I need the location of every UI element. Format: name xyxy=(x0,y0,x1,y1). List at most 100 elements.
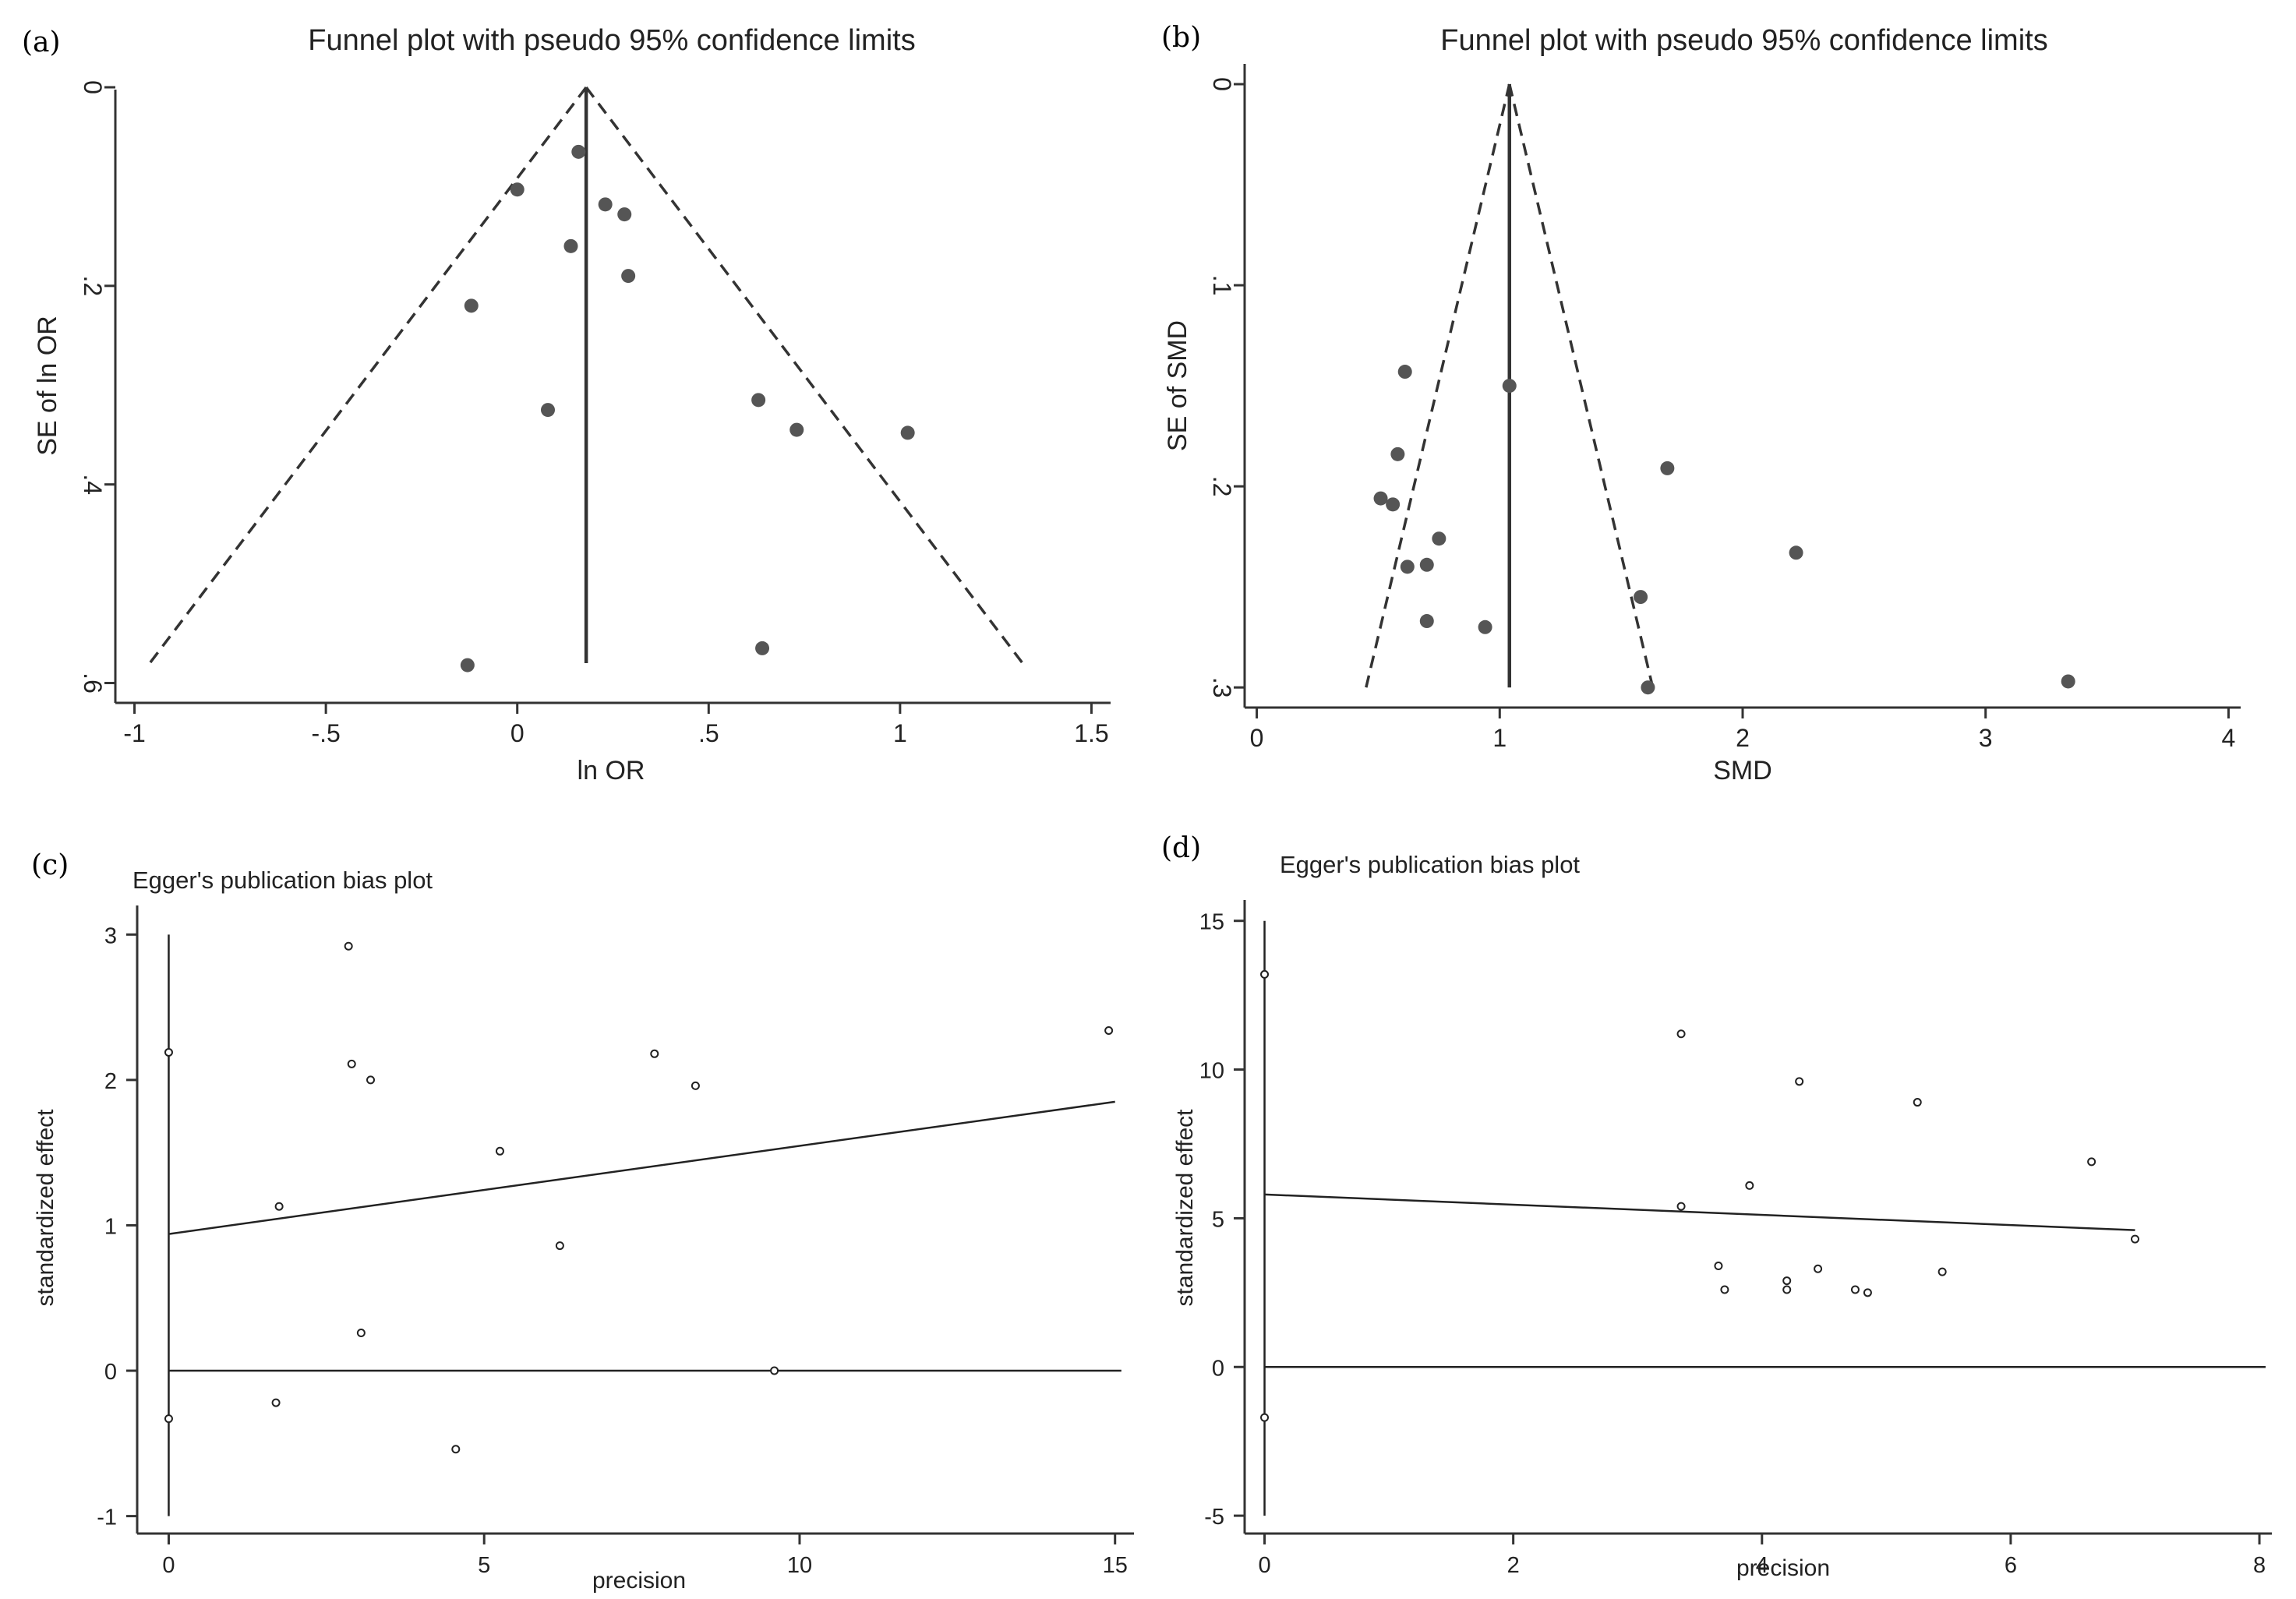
panel-d-data-point xyxy=(1714,1261,1723,1270)
panel-d-data-point xyxy=(1850,1285,1860,1294)
panel-c-data-point xyxy=(495,1146,504,1156)
panel-a-data-point xyxy=(621,269,636,284)
panel-c-y-tick-label: 1 xyxy=(104,1214,117,1239)
panel-b-y-tick-label: .3 xyxy=(1208,677,1236,698)
panel-a-y-tick-label: .2 xyxy=(79,275,107,296)
panel-d-data-point xyxy=(1937,1267,1947,1276)
panel-b-lower-confidence-limit xyxy=(1365,83,1511,688)
panel-c-data-point xyxy=(347,1059,356,1068)
panel-d-label: (d) xyxy=(1161,832,1201,864)
panel-b-data-point xyxy=(1641,680,1655,695)
panel-a-funnel-plot: (a) Funnel plot with pseudo 95% confiden… xyxy=(22,24,1111,785)
panel-d-data-point xyxy=(1814,1264,1823,1273)
panel-c-data-point xyxy=(770,1366,779,1375)
panel-b-data-point xyxy=(1502,379,1517,394)
panel-d-data-point xyxy=(1782,1285,1792,1294)
panel-d-data-point xyxy=(1795,1077,1804,1086)
panel-a-x-tick-label: .5 xyxy=(698,719,719,747)
panel-c-data-point xyxy=(691,1081,700,1090)
panel-d-data-point xyxy=(1863,1288,1872,1297)
panel-a-y-tick-label: .6 xyxy=(79,672,107,694)
panel-b-data-point xyxy=(1373,491,1388,506)
panel-d-y-axis-label: standardized effect xyxy=(1172,1109,1198,1307)
panel-a-data-point xyxy=(510,182,525,197)
panel-a-data-point xyxy=(563,238,578,253)
panel-b-y-tick-label: .2 xyxy=(1208,476,1236,497)
panel-b-y-tick-label: 0 xyxy=(1208,77,1236,91)
panel-b-y-tick-label: .1 xyxy=(1208,275,1236,296)
panel-c-x-tick-label: 10 xyxy=(787,1553,812,1578)
panel-c-regression-line xyxy=(168,1100,1115,1235)
panel-b-title: Funnel plot with pseudo 95% confidence l… xyxy=(1440,24,2047,57)
panel-d-title: Egger's publication bias plot xyxy=(1280,851,1580,878)
panel-d-data-point xyxy=(1676,1202,1686,1211)
panel-d-data-point xyxy=(1913,1098,1922,1107)
panel-c-y-tick-label: 0 xyxy=(104,1360,117,1385)
panel-a-x-tick-label: -1 xyxy=(123,719,145,747)
panel-c-x-tick-label: 5 xyxy=(478,1553,490,1578)
panel-a-data-point xyxy=(751,393,766,408)
panel-c-y-tick-label: 2 xyxy=(104,1069,117,1094)
panel-a-data-point xyxy=(541,403,556,418)
panel-b-label: (b) xyxy=(1161,22,1201,54)
panel-b-x-tick-label: 2 xyxy=(1736,724,1750,752)
panel-b-data-point xyxy=(1478,619,1492,634)
panel-b-funnel-plot: (b) Funnel plot with pseudo 95% confiden… xyxy=(1161,22,2241,785)
panel-d-data-point xyxy=(1745,1181,1754,1190)
panel-d-y-tick-label: 0 xyxy=(1212,1356,1224,1381)
panel-b-upper-confidence-limit xyxy=(1508,83,1655,688)
panel-b-data-point xyxy=(1400,559,1415,574)
panel-a-y-tick-label: 0 xyxy=(79,80,107,94)
panel-b-x-tick-label: 3 xyxy=(1979,724,1993,752)
panel-b-x-tick-label: 4 xyxy=(2222,724,2236,752)
panel-b-data-point xyxy=(1634,590,1648,605)
panel-c-x-tick-label: 15 xyxy=(1103,1553,1128,1578)
panel-a-x-tick-label: 1 xyxy=(893,719,907,747)
panel-c-y-tick-label: -1 xyxy=(97,1505,117,1530)
panel-b-data-point xyxy=(1390,447,1405,461)
panel-a-data-point xyxy=(789,422,804,437)
panel-c-data-point xyxy=(650,1049,659,1058)
panel-a-data-point xyxy=(617,207,632,222)
panel-d-data-point xyxy=(1720,1285,1729,1294)
panel-d-x-tick-label: 8 xyxy=(2253,1553,2266,1578)
panel-a-data-point xyxy=(460,658,475,672)
panel-d-x-axis-label: precision xyxy=(1736,1555,1830,1581)
panel-c-data-point xyxy=(366,1075,376,1085)
panel-a-y-tick-label: .4 xyxy=(79,474,107,495)
panel-a-lower-confidence-limit xyxy=(148,86,588,665)
panel-d-data-point xyxy=(1676,1029,1686,1039)
panel-c-y-tick-label: 3 xyxy=(104,923,117,948)
panel-a-x-tick-label: 1.5 xyxy=(1074,719,1108,747)
panel-c-x-tick-label: 0 xyxy=(162,1553,175,1578)
panel-b-data-point xyxy=(1419,557,1434,572)
panel-b-x-tick-label: 0 xyxy=(1250,724,1264,752)
panel-a-y-axis-label: SE of ln OR xyxy=(33,316,62,456)
panel-a-data-point xyxy=(464,298,479,313)
panel-a-label: (a) xyxy=(22,26,61,58)
panel-c-data-point xyxy=(451,1445,461,1454)
panel-c-data-point xyxy=(1104,1025,1114,1035)
panel-b-data-point xyxy=(1432,531,1446,546)
panel-b-x-axis-label: SMD xyxy=(1713,756,1772,785)
panel-a-x-tick-label: -.5 xyxy=(311,719,340,747)
panel-b-data-point xyxy=(1386,497,1401,512)
panel-a-data-point xyxy=(571,144,586,159)
panel-b-y-axis-label: SE of SMD xyxy=(1163,320,1192,451)
panel-a-x-axis-label: ln OR xyxy=(578,756,645,785)
panel-d-regression-line xyxy=(1264,1193,2135,1231)
panel-c-data-point xyxy=(271,1398,281,1407)
panel-d-x-tick-label: 4 xyxy=(1756,1553,1768,1578)
panel-c-data-point xyxy=(274,1202,284,1211)
panel-c-title: Egger's publication bias plot xyxy=(132,867,433,894)
panel-c-egger-plot: (c) Egger's publication bias plot 0 5 10 15… xyxy=(31,849,1134,1594)
panel-c-data-point xyxy=(555,1241,564,1251)
panel-c-label: (c) xyxy=(31,849,69,881)
panel-c-data-point xyxy=(344,941,353,951)
panel-d-y-tick-label: 5 xyxy=(1212,1207,1224,1232)
panel-d-x-tick-label: 2 xyxy=(1507,1553,1520,1578)
panel-a-x-tick-label: 0 xyxy=(510,719,525,747)
panel-d-x-tick-label: 0 xyxy=(1258,1553,1270,1578)
panel-d-data-point xyxy=(1260,1413,1270,1422)
